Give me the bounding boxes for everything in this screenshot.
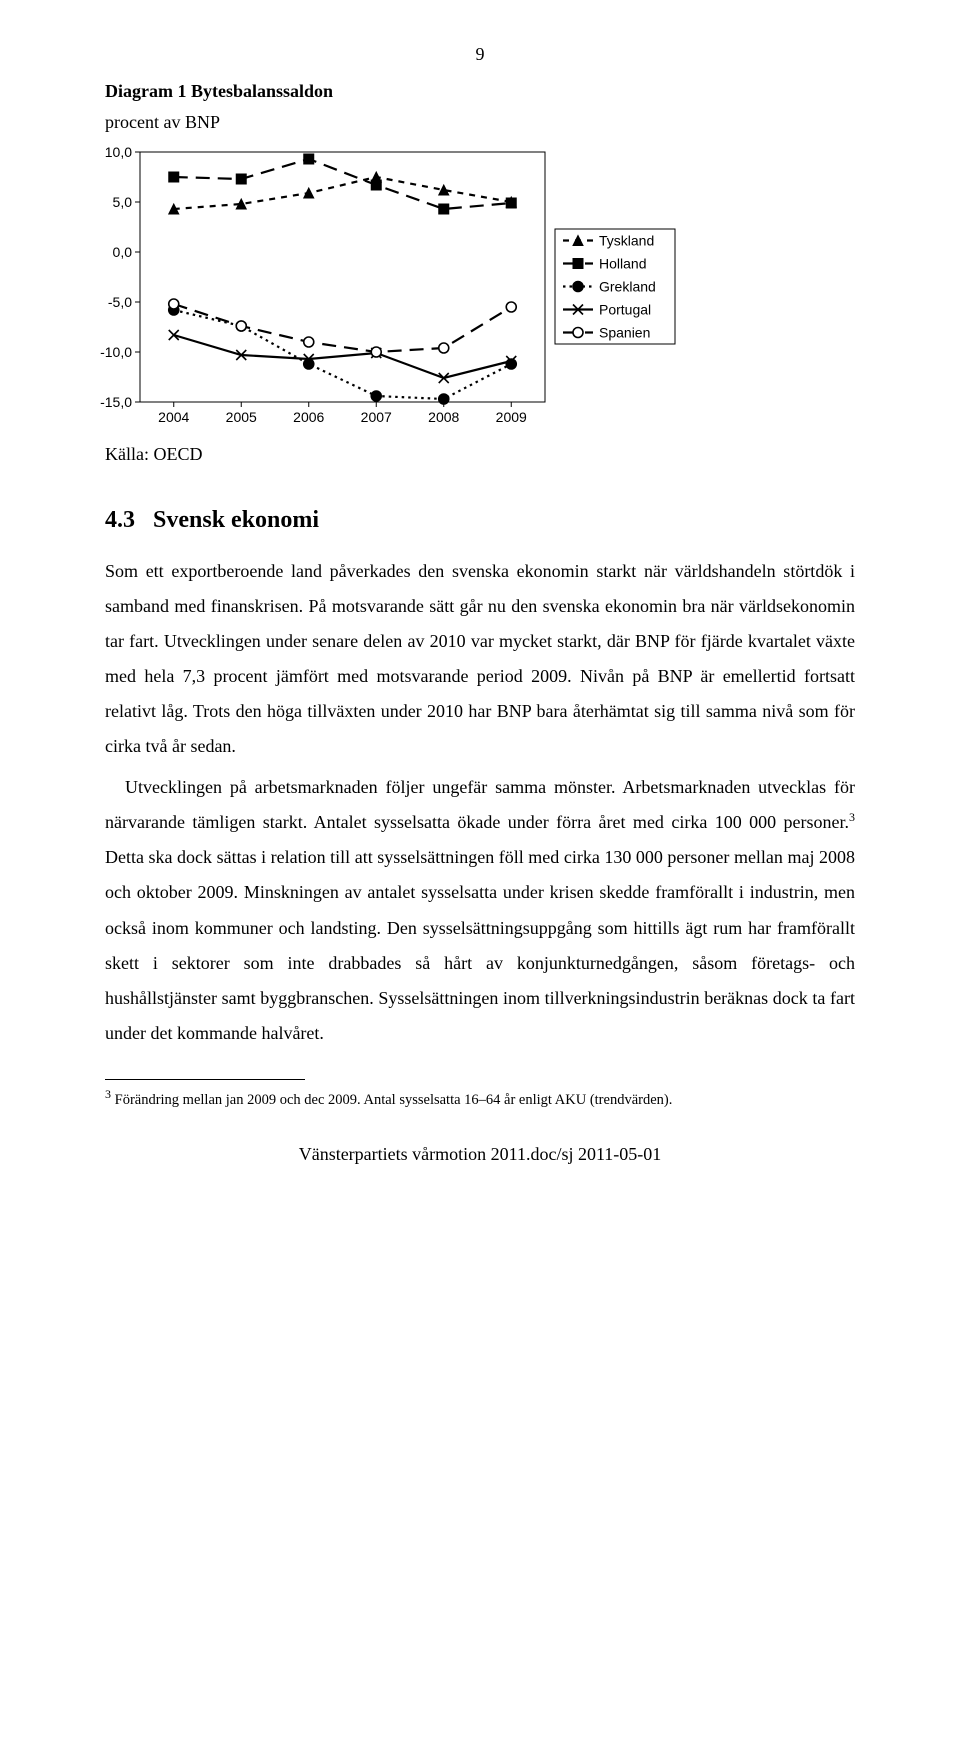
svg-text:5,0: 5,0: [113, 194, 133, 210]
diagram-title: Diagram 1 Bytesbalanssaldon: [105, 77, 855, 106]
svg-text:Tyskland: Tyskland: [599, 233, 654, 249]
svg-text:-10,0: -10,0: [100, 344, 132, 360]
svg-text:Grekland: Grekland: [599, 279, 656, 295]
paragraph-2a: Utvecklingen på arbetsmarknaden följer u…: [105, 777, 855, 832]
paragraph-2: Utvecklingen på arbetsmarknaden följer u…: [105, 770, 855, 1051]
paragraph-2b: Detta ska dock sättas i relation till at…: [105, 847, 855, 1042]
section-number: 4.3: [105, 507, 135, 533]
footnote-rule: [105, 1079, 305, 1080]
svg-text:Spanien: Spanien: [599, 325, 650, 341]
svg-text:-5,0: -5,0: [108, 294, 132, 310]
page-number: 9: [105, 40, 855, 69]
svg-text:Portugal: Portugal: [599, 302, 651, 318]
svg-text:2009: 2009: [496, 409, 527, 425]
section-title: Svensk ekonomi: [153, 507, 319, 533]
bytesbalans-chart: -15,0 -10,0 -5,0 0,0 5,0 10,0 2004 2005 2006 2007…: [95, 144, 685, 434]
svg-text:2006: 2006: [293, 409, 324, 425]
page-footer: Vänsterpartiets vårmotion 2011.doc/sj 20…: [105, 1140, 855, 1169]
svg-text:2004: 2004: [158, 409, 189, 425]
svg-text:2008: 2008: [428, 409, 459, 425]
svg-text:2007: 2007: [361, 409, 392, 425]
svg-text:2005: 2005: [226, 409, 257, 425]
svg-text:-15,0: -15,0: [100, 394, 132, 410]
svg-text:Holland: Holland: [599, 256, 646, 272]
diagram-subtitle: procent av BNP: [105, 108, 855, 137]
footnote-text: Förändring mellan jan 2009 och dec 2009.…: [111, 1092, 672, 1108]
paragraph-1: Som ett exportberoende land påverkades d…: [105, 554, 855, 765]
svg-text:0,0: 0,0: [113, 244, 133, 260]
section-heading: 4.3 Svensk ekonomi: [105, 501, 855, 539]
svg-text:10,0: 10,0: [105, 144, 132, 160]
chart-source: Källa: OECD: [105, 440, 855, 469]
footnote-ref: 3: [849, 810, 855, 824]
footnote: 3 Förändring mellan jan 2009 och dec 200…: [105, 1086, 855, 1110]
